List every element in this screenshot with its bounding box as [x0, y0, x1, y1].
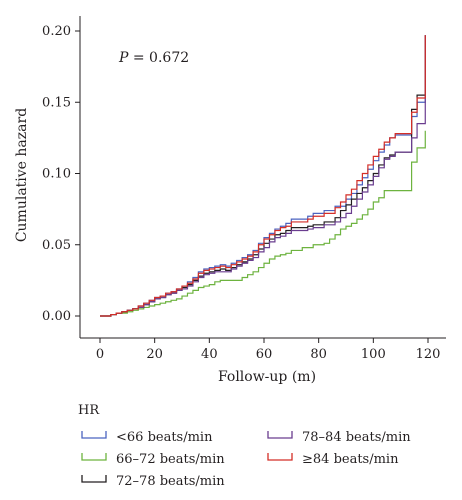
x-tick-label: 60	[256, 347, 273, 362]
legend-label-4: 78–84 beats/min	[302, 430, 411, 445]
p-value-text: = 0.672	[128, 50, 189, 66]
x-tick-label: 0	[96, 347, 104, 362]
legend-swatch-4	[267, 431, 293, 439]
series-line-1	[100, 35, 426, 317]
y-tick-label: 0.20	[42, 24, 71, 39]
x-tick-label: 40	[201, 347, 218, 362]
x-axis-title: Follow-up (m)	[218, 369, 316, 385]
p-value-annotation: P = 0.672	[118, 50, 189, 66]
x-tick-label: 120	[416, 347, 441, 362]
series-line-5	[100, 35, 426, 317]
legend: HR <66 beats/min 66–72 beats/min 72–78 bea…	[78, 403, 411, 489]
plot-area: 0.00 0.05 0.10 0.15 0.20 0 20 40 60 80 100 120	[42, 16, 446, 362]
x-tick-label: 20	[146, 347, 163, 362]
x-tick-label: 100	[361, 347, 386, 362]
legend-swatch-1	[81, 431, 107, 439]
legend-label-3: 72–78 beats/min	[116, 474, 225, 489]
legend-swatch-3	[81, 475, 107, 483]
legend-swatch-2	[81, 453, 107, 461]
series-line-2	[100, 130, 426, 317]
y-tick-label: 0.15	[42, 95, 71, 110]
y-tick-label: 0.10	[42, 167, 71, 182]
legend-label-1: <66 beats/min	[116, 430, 213, 445]
series-line-3	[100, 35, 426, 317]
legend-label-2: 66–72 beats/min	[116, 452, 225, 467]
legend-title: HR	[78, 403, 100, 418]
x-tick-label: 80	[310, 347, 327, 362]
legend-label-5: ≥84 beats/min	[302, 452, 399, 467]
y-tick-label: 0.05	[42, 238, 71, 253]
y-tick-label: 0.00	[42, 309, 71, 324]
legend-swatch-5	[267, 453, 293, 461]
series-line-4	[100, 35, 426, 317]
y-axis-title: Cumulative hazard	[14, 108, 30, 242]
p-value-label: P	[118, 50, 129, 66]
